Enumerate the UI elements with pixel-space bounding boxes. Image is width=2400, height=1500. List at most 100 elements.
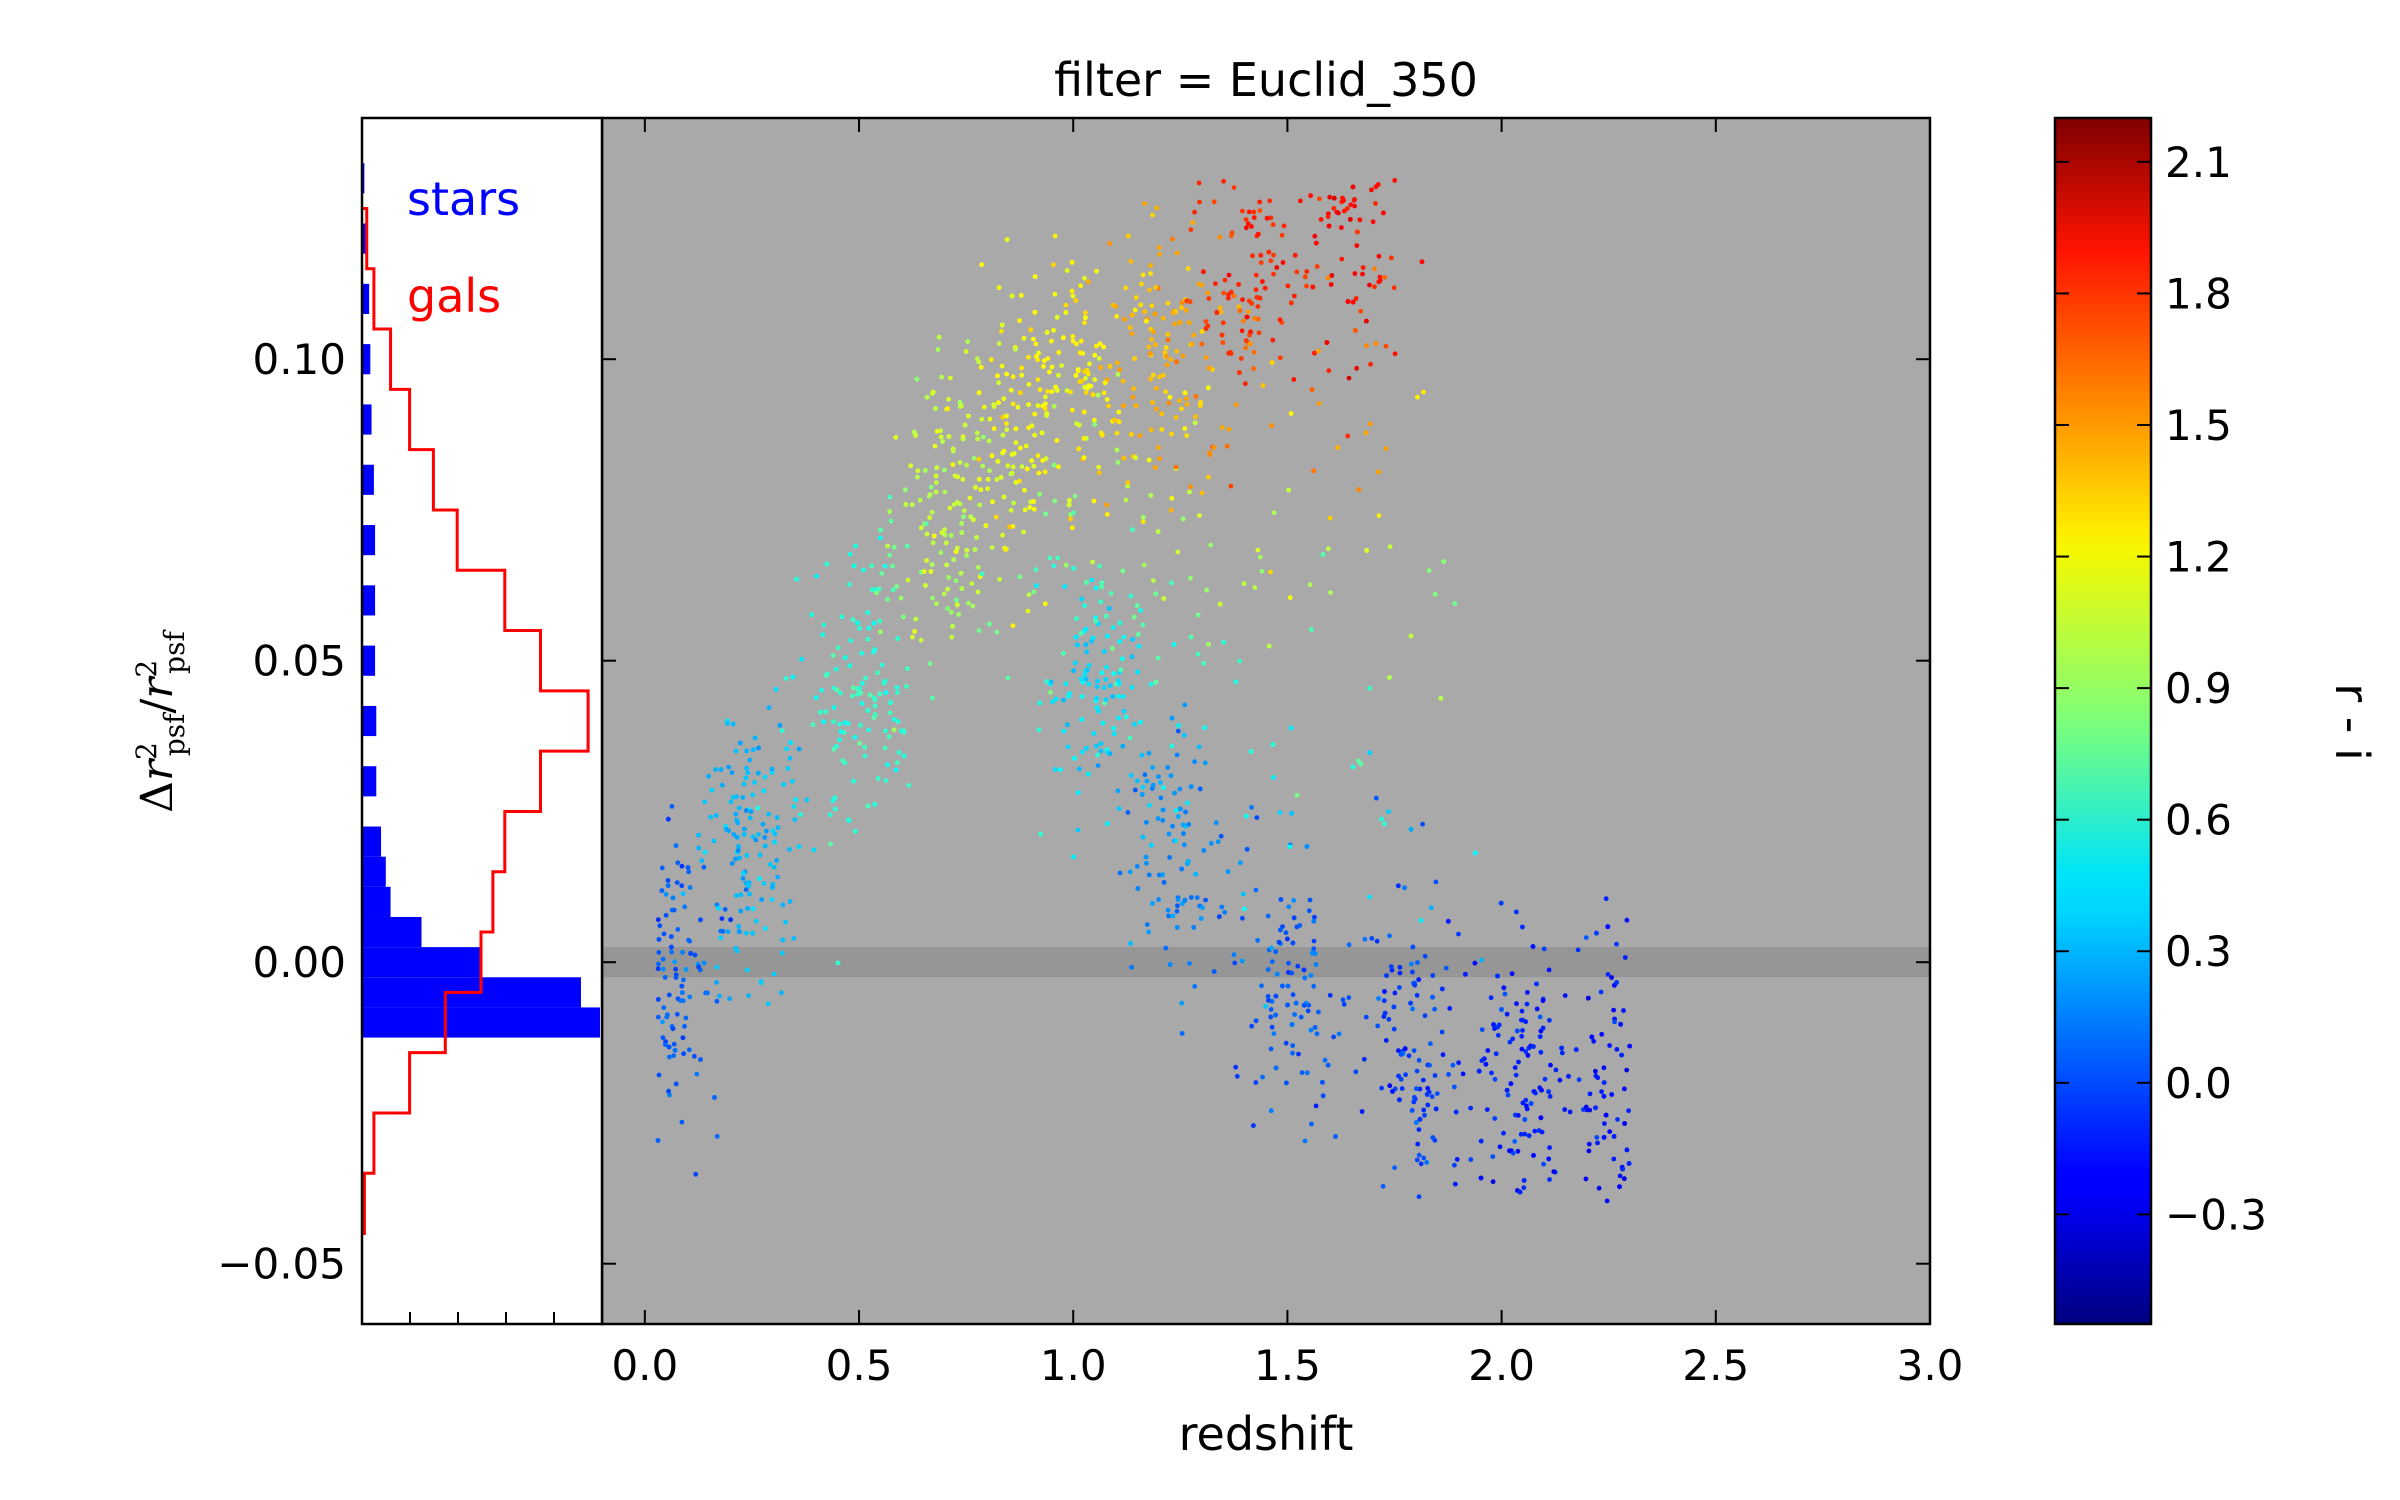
scatter-point [1128,941,1133,946]
scatter-point [819,687,824,693]
scatter-point [1095,678,1100,684]
scatter-point [1304,844,1310,849]
scatter-point [883,778,889,783]
scatter-point [1402,1046,1408,1052]
scatter-point [655,997,661,1002]
scatter-point [660,1019,665,1025]
scatter-point [1219,425,1225,430]
scatter-point [1231,952,1237,958]
scatter-point [1080,694,1085,699]
scatter-point [1357,217,1363,223]
scatter-point [1410,969,1415,975]
histogram-ticks [409,1312,555,1324]
scatter-point [959,521,965,526]
scatter-point [1263,1003,1268,1009]
scatter-point [692,1053,697,1059]
scatter-point [858,722,863,728]
scatter-point [1252,316,1257,321]
scatter-point [1376,513,1382,518]
scatter-point [1032,274,1038,279]
scatter-point [893,435,899,440]
scatter-point [1369,187,1374,193]
scatter-point [1367,685,1372,691]
scatter-point [1019,464,1025,469]
scatter-point [1620,1166,1625,1172]
scatter-point [794,576,800,582]
scatter-point [787,899,793,904]
scatter-point [1521,1178,1527,1183]
scatter-point [796,746,802,752]
scatter-point [728,799,734,805]
scatter-point [1313,962,1319,967]
scatter-point [1412,1096,1418,1102]
scatter-point [1094,268,1099,274]
scatter-point [1609,975,1614,980]
scatter-point [1160,872,1165,878]
scatter-point [1026,382,1032,387]
scatter-point [1267,198,1273,204]
scatter-point [673,975,679,980]
scatter-point [1260,1074,1265,1080]
scatter-point [1308,1027,1314,1033]
scatter-point [1139,792,1145,797]
scatter-point [1066,502,1072,508]
scatter-point [1168,773,1174,778]
scatter-point [1121,634,1127,640]
scatter-point [987,416,993,422]
scatter-point [1160,315,1166,321]
scatter-point [885,543,890,549]
scatter-point [1375,1023,1381,1029]
scatter-point [1504,1011,1510,1017]
scatter-point [1514,1001,1519,1007]
scatter-point [1414,1068,1420,1074]
scatter-point [1376,469,1381,475]
scatter-point [1576,1077,1582,1083]
scatter-point [905,666,910,671]
scatter-point [1187,299,1193,305]
scatter-point [1083,315,1088,321]
scatter-point [979,416,985,422]
scatter-point [1490,1179,1496,1185]
scatter-point [741,871,746,876]
scatter-point [1418,918,1424,923]
scatter-point [1521,1185,1527,1191]
scatter-point [877,535,883,541]
scatter-point [671,1041,677,1047]
scatter-point [734,893,739,898]
scatter-point [1253,1080,1259,1085]
scatter-point [821,622,827,628]
scatter-point [1153,342,1158,348]
scatter-point [1221,178,1226,184]
scatter-point [1280,260,1286,265]
scatter-point [842,655,848,660]
scatter-point [698,917,703,923]
scatter-point [1429,1094,1435,1099]
scatter-point [890,587,896,593]
scatter-point [1519,1046,1525,1052]
scatter-point [1367,750,1372,756]
scatter-point [762,835,768,840]
scatter-point [1148,263,1154,268]
scatter-point [1065,722,1070,728]
scatter-point [1142,201,1147,206]
scatter-point [669,949,674,955]
scatter-point [1229,233,1234,239]
scatter-point [945,606,950,611]
scatter-point [1099,580,1105,586]
scatter-point [975,589,981,595]
scatter-point [1525,1053,1531,1058]
scatter-point [671,907,677,913]
scatter-point [1063,302,1069,308]
scatter-point [1452,1181,1458,1187]
scatter-point [1331,206,1337,211]
scatter-point [1589,1034,1595,1040]
colorbar-frame [2053,116,2153,1326]
scatter-point [1547,1094,1553,1099]
scatter-point [1540,1025,1546,1031]
scatter-point [957,460,963,465]
scatter-point [1341,208,1347,214]
stars-bar [362,705,377,737]
scatter-point [726,764,732,770]
scatter-point [1312,1025,1318,1030]
scatter-point [1211,199,1217,205]
